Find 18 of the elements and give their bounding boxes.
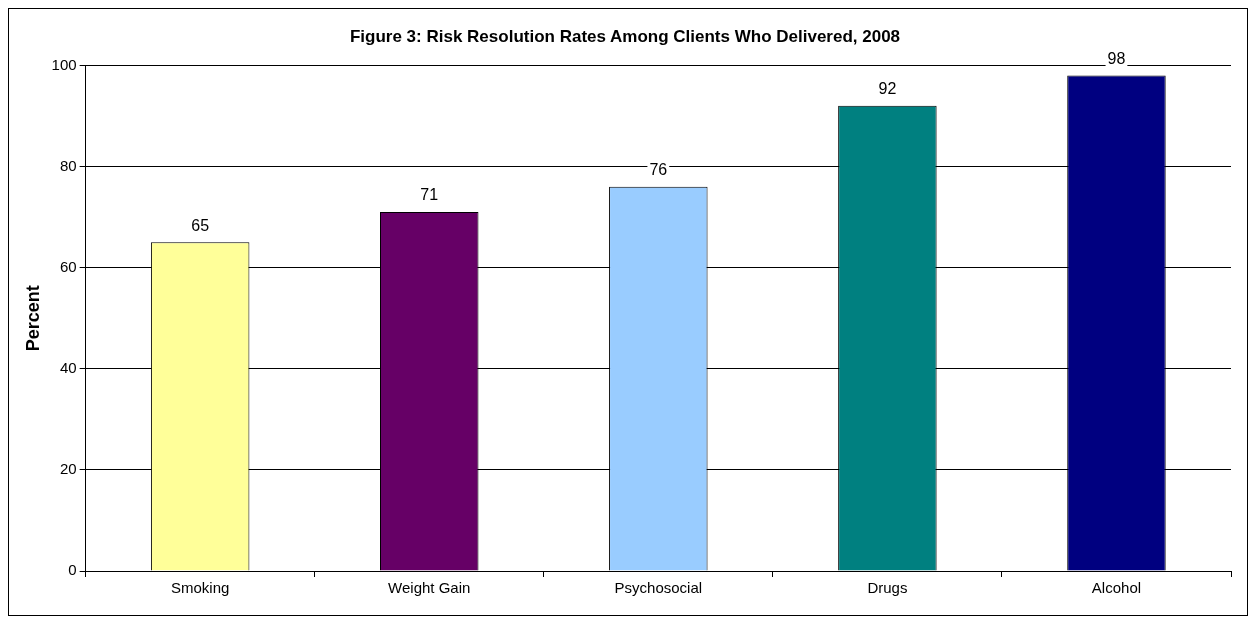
data-label: 71 xyxy=(420,186,439,204)
x-tick-label: Psychosocial xyxy=(614,579,703,597)
y-tick-label: 20 xyxy=(59,460,77,478)
data-label: 92 xyxy=(878,80,897,98)
x-tick-label: Alcohol xyxy=(1091,579,1142,597)
x-tick-label: Smoking xyxy=(170,579,230,597)
y-tick-label: 60 xyxy=(59,257,77,275)
chart-title: Figure 3: Risk Resolution Rates Among Clients Who Delivered, 2008 xyxy=(349,26,901,46)
y-tick-label: 80 xyxy=(59,156,77,174)
data-label: 98 xyxy=(1107,49,1126,67)
y-tick-label: 40 xyxy=(59,358,77,376)
x-tick-label: Weight Gain xyxy=(388,579,471,597)
data-label: 65 xyxy=(191,216,210,234)
y-tick-label: 0 xyxy=(68,561,77,579)
y-tick-label: 100 xyxy=(51,55,77,73)
y-axis-title: Percent xyxy=(22,285,43,352)
x-tick-label: Drugs xyxy=(867,579,908,597)
data-label: 76 xyxy=(649,161,668,179)
